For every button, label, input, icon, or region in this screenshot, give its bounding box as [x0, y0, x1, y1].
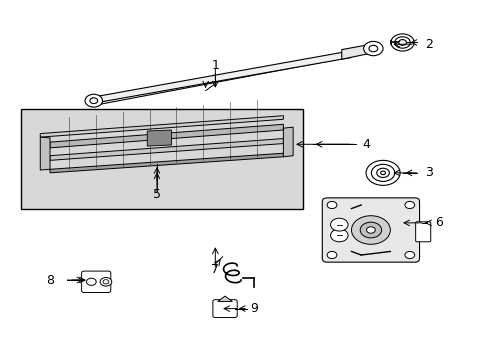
- Circle shape: [326, 251, 336, 258]
- FancyBboxPatch shape: [212, 300, 237, 318]
- Text: 3: 3: [425, 166, 432, 179]
- Circle shape: [368, 45, 377, 52]
- Polygon shape: [89, 51, 351, 103]
- Circle shape: [404, 202, 414, 208]
- Text: 6: 6: [434, 216, 442, 229]
- Text: 7: 7: [211, 263, 219, 276]
- Circle shape: [351, 216, 389, 244]
- Circle shape: [330, 218, 347, 231]
- Circle shape: [360, 222, 381, 238]
- Polygon shape: [217, 296, 232, 301]
- Circle shape: [404, 251, 414, 258]
- Text: 4: 4: [362, 138, 369, 151]
- Circle shape: [100, 278, 112, 286]
- Circle shape: [366, 227, 374, 233]
- Circle shape: [330, 229, 347, 242]
- Circle shape: [326, 202, 336, 208]
- Polygon shape: [40, 116, 283, 137]
- Polygon shape: [50, 124, 283, 148]
- Text: 9: 9: [250, 302, 258, 315]
- Text: 5: 5: [153, 188, 161, 201]
- Polygon shape: [40, 137, 50, 170]
- FancyBboxPatch shape: [21, 109, 302, 208]
- Polygon shape: [50, 139, 283, 160]
- Text: 8: 8: [46, 274, 54, 287]
- Circle shape: [86, 278, 96, 285]
- Polygon shape: [147, 130, 171, 146]
- Text: 1: 1: [211, 59, 219, 72]
- Polygon shape: [283, 127, 292, 157]
- FancyBboxPatch shape: [81, 271, 111, 293]
- FancyBboxPatch shape: [322, 198, 419, 262]
- Circle shape: [363, 41, 382, 56]
- Polygon shape: [50, 153, 283, 173]
- Circle shape: [85, 94, 102, 107]
- FancyBboxPatch shape: [415, 222, 430, 242]
- Text: 2: 2: [425, 38, 432, 51]
- Circle shape: [90, 98, 98, 104]
- Polygon shape: [341, 44, 375, 59]
